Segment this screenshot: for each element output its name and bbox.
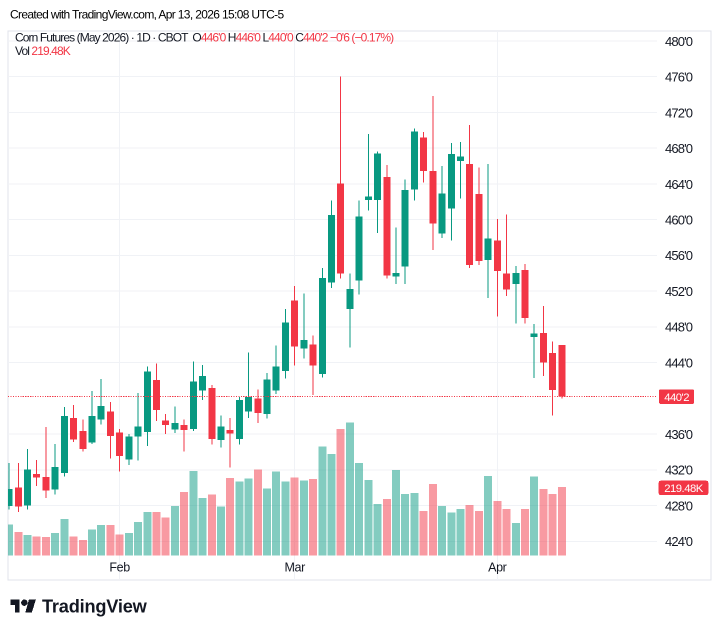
svg-text:444'0: 444'0 bbox=[665, 356, 693, 371]
svg-text:432'0: 432'0 bbox=[665, 463, 693, 478]
svg-text:436'0: 436'0 bbox=[665, 427, 693, 442]
svg-text:440'2: 440'2 bbox=[664, 392, 689, 404]
svg-text:464'0: 464'0 bbox=[665, 177, 693, 192]
svg-text:476'0: 476'0 bbox=[665, 70, 693, 85]
svg-text:219.48K: 219.48K bbox=[664, 483, 704, 495]
svg-text:452'0: 452'0 bbox=[665, 284, 693, 299]
svg-text:472'0: 472'0 bbox=[665, 105, 693, 120]
svg-text:Vol 219.48K: Vol 219.48K bbox=[15, 44, 71, 58]
svg-text:448'0: 448'0 bbox=[665, 320, 693, 335]
svg-text:460'0: 460'0 bbox=[665, 213, 693, 228]
svg-text:468'0: 468'0 bbox=[665, 141, 693, 156]
svg-text:424'0: 424'0 bbox=[665, 534, 693, 549]
svg-text:456'0: 456'0 bbox=[665, 248, 693, 263]
svg-text:Mar: Mar bbox=[285, 561, 306, 575]
svg-text:480'0: 480'0 bbox=[665, 34, 693, 49]
svg-text:TradingView: TradingView bbox=[42, 597, 148, 617]
svg-text:Apr: Apr bbox=[488, 561, 506, 575]
svg-text:Corn Futures (May 2026) · 1D ·: Corn Futures (May 2026) · 1D · CBOT O446… bbox=[15, 31, 394, 45]
svg-text:Feb: Feb bbox=[109, 561, 130, 575]
svg-text:Created with TradingView.com,: Created with TradingView.com, Apr 13, 20… bbox=[10, 8, 284, 22]
svg-text:428'0: 428'0 bbox=[665, 499, 693, 514]
